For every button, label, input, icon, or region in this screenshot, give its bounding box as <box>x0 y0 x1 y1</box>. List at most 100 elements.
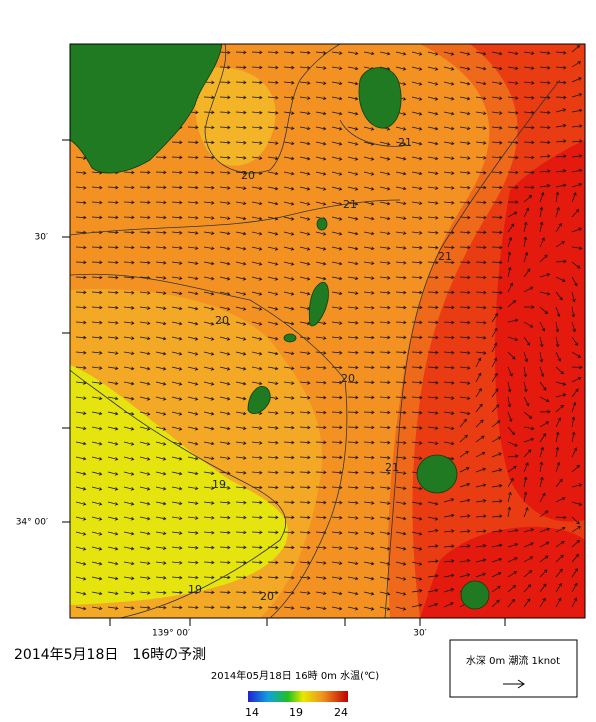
current-arrow <box>395 395 407 400</box>
current-arrow <box>507 441 518 447</box>
current-arrow <box>363 291 375 295</box>
current-arrow <box>331 336 343 340</box>
current-arrow <box>571 227 582 233</box>
current-arrow <box>283 545 295 550</box>
current-arrow <box>283 351 295 356</box>
current-arrow <box>571 483 583 488</box>
current-arrow <box>235 231 247 236</box>
current-arrow <box>123 606 135 610</box>
current-arrow <box>155 516 167 521</box>
current-arrow <box>75 591 87 596</box>
current-arrow <box>555 139 567 143</box>
sea-zone <box>70 365 288 605</box>
current-arrow <box>491 245 503 250</box>
current-arrow <box>443 350 455 355</box>
current-arrow <box>155 276 167 280</box>
current-arrow <box>363 231 375 236</box>
current-arrow <box>171 471 183 476</box>
current-arrow <box>267 261 279 266</box>
current-arrow <box>155 411 167 416</box>
current-arrow <box>235 426 247 431</box>
current-arrow <box>491 436 502 443</box>
current-arrow <box>91 320 103 325</box>
current-arrow <box>75 411 87 416</box>
current-arrow <box>123 441 135 446</box>
current-arrow <box>331 485 343 490</box>
current-arrow <box>267 426 279 430</box>
current-arrow <box>203 246 215 251</box>
current-arrow <box>331 561 343 565</box>
current-arrow <box>219 276 231 281</box>
current-arrow <box>155 561 167 565</box>
current-arrow <box>363 395 375 400</box>
current-arrow <box>363 246 375 251</box>
lat-label: 34° 00′ <box>16 518 48 528</box>
current-arrow <box>411 410 423 415</box>
current-arrow <box>459 215 471 220</box>
current-arrow <box>139 200 151 205</box>
current-arrow <box>331 470 343 475</box>
current-arrow <box>331 306 343 311</box>
current-arrow <box>363 216 375 221</box>
current-arrow <box>235 171 247 175</box>
current-arrow <box>347 156 359 161</box>
current-arrow <box>555 291 563 301</box>
current-arrow <box>187 396 199 401</box>
current-arrow <box>475 245 487 250</box>
current-arrow <box>107 396 119 401</box>
current-arrow <box>555 583 562 593</box>
current-arrow <box>171 291 183 296</box>
current-arrow <box>523 351 529 363</box>
current-arrow <box>555 50 567 55</box>
current-arrow <box>251 515 263 520</box>
current-arrow <box>139 561 151 566</box>
current-arrow <box>203 336 215 341</box>
current-arrow <box>123 381 135 386</box>
current-arrow <box>139 185 151 190</box>
current-arrow <box>203 575 215 580</box>
current-arrow <box>571 108 583 113</box>
current-arrow <box>523 336 531 346</box>
current-arrow <box>347 216 359 221</box>
current-arrow <box>283 201 295 206</box>
current-arrow <box>427 215 439 220</box>
current-arrow <box>155 336 167 341</box>
current-arrow <box>347 291 359 295</box>
current-arrow <box>427 230 439 235</box>
current-arrow <box>171 351 183 356</box>
current-arrow <box>443 411 455 415</box>
current-arrow <box>443 544 455 549</box>
current-arrow <box>267 470 279 475</box>
current-arrow <box>507 491 512 503</box>
current-arrow <box>411 320 423 325</box>
current-arrow <box>507 170 519 175</box>
current-arrow <box>491 342 498 353</box>
current-arrow <box>219 95 231 100</box>
current-arrow <box>123 336 135 340</box>
current-arrow <box>123 501 135 506</box>
current-arrow <box>155 185 167 190</box>
current-arrow <box>443 230 455 235</box>
current-arrow <box>267 485 279 490</box>
current-arrow <box>347 425 359 430</box>
current-arrow <box>347 111 359 116</box>
current-arrow <box>91 516 103 521</box>
current-arrow <box>187 125 199 130</box>
current-arrow <box>347 531 359 535</box>
current-arrow <box>75 320 87 325</box>
current-arrow <box>299 500 311 505</box>
current-arrow <box>171 321 183 326</box>
current-arrow <box>203 515 215 520</box>
current-arrow <box>155 291 167 295</box>
current-arrow <box>139 291 151 295</box>
current-arrow <box>283 560 295 565</box>
current-arrow <box>187 155 199 160</box>
current-arrow <box>507 598 515 608</box>
current-arrow <box>523 528 535 533</box>
current-arrow <box>107 320 119 325</box>
current-arrow <box>91 200 103 205</box>
current-arrow <box>523 286 534 293</box>
current-arrow <box>523 195 533 203</box>
current-arrow <box>107 275 119 280</box>
